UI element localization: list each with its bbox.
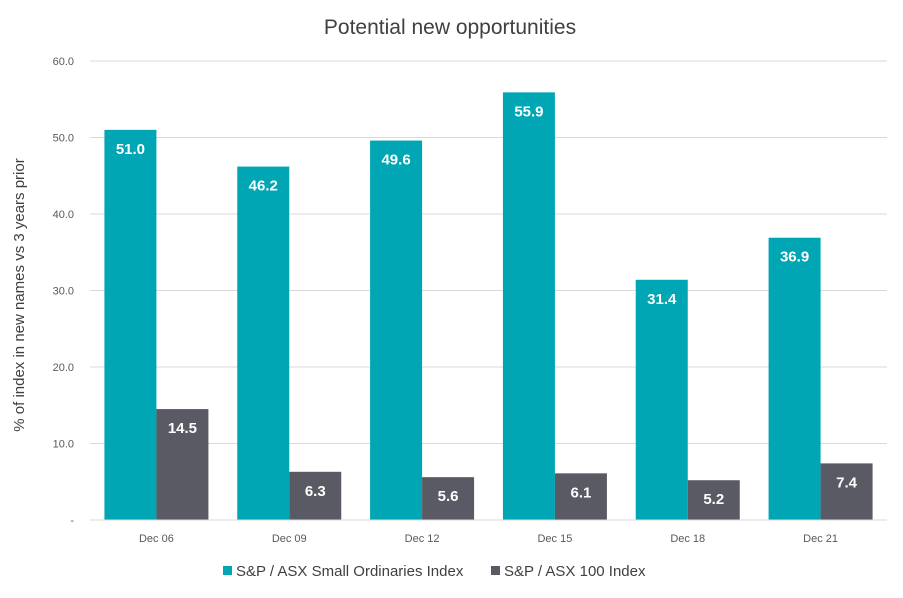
data-label: 49.6: [381, 152, 410, 169]
y-axis-ticks: - 10.0 20.0 30.0 40.0 50.0 60.0: [53, 56, 75, 527]
y-tick-label: 20.0: [53, 362, 74, 374]
data-label: 5.6: [438, 488, 459, 505]
bar: [370, 140, 423, 520]
bar: [104, 129, 157, 520]
legend-label: S&P / ASX 100 Index: [504, 563, 646, 580]
y-tick-label: 10.0: [53, 439, 74, 451]
x-tick-label: Dec 15: [537, 533, 572, 545]
bars: 51.0 14.5 46.2 6.3 49.6 5.6 55.9 6.1 31.4 5.2 36.9…: [104, 92, 873, 521]
data-label: 14.5: [168, 420, 197, 437]
data-label: 7.4: [836, 474, 858, 491]
data-label: 51.0: [116, 141, 145, 158]
x-tick-label: Dec 12: [405, 533, 440, 545]
bar: [687, 480, 740, 520]
bar: [156, 409, 209, 520]
y-axis-label: % of index in new names vs 3 years prior: [11, 158, 28, 431]
bar: [635, 279, 688, 520]
y-tick-label: 40.0: [53, 209, 74, 221]
y-tick-label: 50.0: [53, 133, 74, 145]
y-tick-label: -: [70, 515, 74, 527]
x-tick-label: Dec 06: [139, 533, 174, 545]
data-label: 46.2: [249, 178, 278, 195]
legend: S&P / ASX Small Ordinaries Index S&P / AS…: [223, 563, 646, 580]
data-label: 36.9: [780, 249, 809, 266]
x-tick-label: Dec 21: [803, 533, 838, 545]
bar: [502, 92, 555, 521]
x-tick-label: Dec 18: [670, 533, 705, 545]
y-tick-label: 60.0: [53, 56, 74, 68]
legend-swatch: [223, 566, 232, 575]
bar: [768, 237, 821, 520]
bar: [422, 477, 475, 520]
chart-title: Potential new opportunities: [324, 16, 576, 39]
legend-label: S&P / ASX Small Ordinaries Index: [236, 563, 464, 580]
bar: [237, 166, 290, 520]
legend-swatch: [491, 566, 500, 575]
x-axis-ticks: Dec 06 Dec 09 Dec 12 Dec 15 Dec 18 Dec 21: [139, 533, 838, 545]
y-tick-label: 30.0: [53, 286, 74, 298]
bar: [820, 463, 873, 520]
bar: [554, 473, 607, 520]
bar: [289, 471, 342, 520]
x-tick-label: Dec 09: [272, 533, 307, 545]
gridlines: [90, 60, 887, 444]
data-label: 5.2: [703, 491, 724, 508]
data-label: 55.9: [514, 103, 543, 120]
data-label: 6.3: [305, 483, 326, 500]
data-label: 6.1: [570, 484, 591, 501]
data-label: 31.4: [647, 291, 677, 308]
